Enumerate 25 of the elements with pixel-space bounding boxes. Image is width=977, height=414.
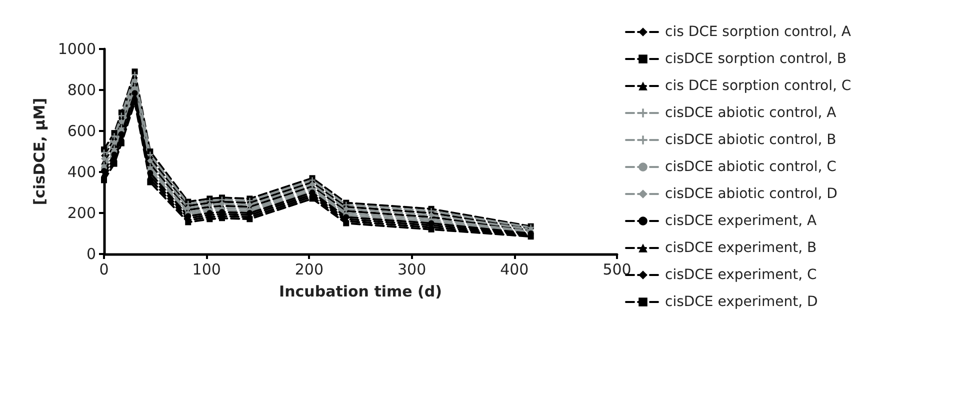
legend-label: cisDCE abiotic control, D — [665, 186, 838, 202]
legend-label: cisDCE abiotic control, B — [665, 132, 836, 148]
legend-label: cisDCE sorption control, B — [665, 51, 847, 67]
legend-label: cis DCE sorption control, A — [665, 24, 852, 40]
y-tick-label: 0 — [86, 245, 96, 263]
y-tick-label: 200 — [67, 204, 96, 222]
x-tick-label: 100 — [192, 260, 221, 278]
y-tick-label: 1000 — [58, 40, 96, 58]
legend-label: cisDCE experiment, B — [665, 240, 817, 256]
legend-label: cis DCE sorption control, C — [665, 78, 852, 94]
legend-label: cisDCE experiment, D — [665, 294, 818, 310]
legend-label: cisDCE experiment, A — [665, 213, 818, 229]
x-tick-label: 400 — [500, 260, 529, 278]
x-tick-label: 500 — [602, 260, 632, 278]
y-tick-label: 400 — [67, 163, 96, 181]
legend-label: cisDCE abiotic control, C — [665, 159, 837, 175]
x-axis-title: Incubation time (d) — [279, 282, 442, 300]
legend-label: cisDCE abiotic control, A — [665, 105, 837, 121]
x-tick-label: 0 — [99, 260, 109, 278]
y-tick-label: 600 — [67, 122, 96, 140]
legend-label: cisDCE experiment, C — [665, 267, 818, 283]
x-tick-label: 300 — [397, 260, 426, 278]
x-tick-label: 200 — [294, 260, 324, 278]
y-tick-label: 800 — [67, 81, 96, 99]
y-axis-title: [cisDCE, μM] — [30, 98, 48, 206]
